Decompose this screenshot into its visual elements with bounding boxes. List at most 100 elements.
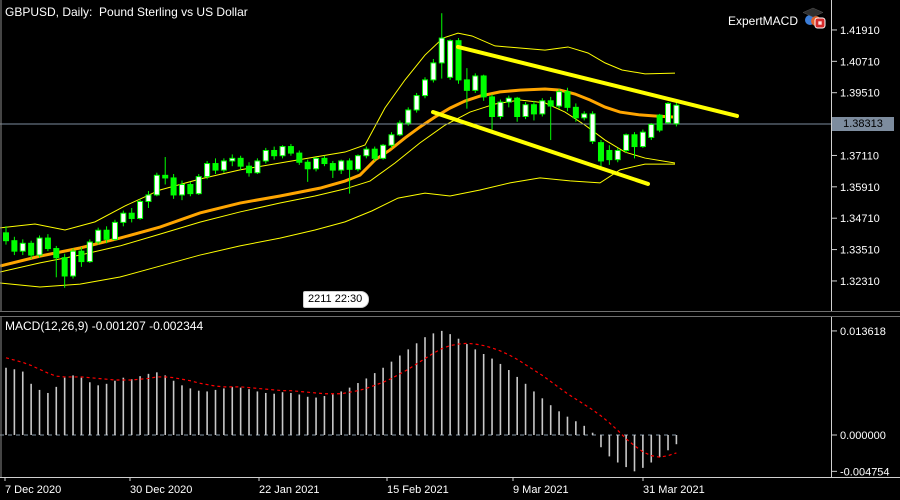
- bollinger-middle-band: [0, 99, 676, 273]
- candle-body: [614, 149, 621, 161]
- candle-body: [70, 250, 77, 277]
- candle-body: [363, 148, 370, 157]
- candle-body: [631, 134, 638, 148]
- candle-body: [514, 97, 521, 117]
- price-scale-label: 1.40710: [840, 56, 880, 68]
- price-scale-label: 1.35910: [840, 182, 880, 194]
- candle-body: [581, 113, 588, 119]
- candle-body: [170, 177, 177, 196]
- macd-scale-label: 0.000000: [840, 430, 886, 442]
- candle-body: [329, 163, 336, 171]
- moving-average-line: [0, 87, 674, 268]
- candle-body: [321, 157, 328, 165]
- expert-advisor-icon: [802, 7, 826, 34]
- candle-body: [212, 163, 219, 171]
- candle-body: [480, 75, 487, 98]
- candle-body: [346, 160, 353, 170]
- candle-body: [589, 113, 596, 142]
- candle-body: [178, 183, 185, 196]
- candle-body: [237, 157, 244, 167]
- date-label: 15 Feb 2021: [387, 484, 449, 496]
- candle-body: [673, 104, 680, 125]
- candle-body: [19, 242, 26, 252]
- candle-body: [623, 134, 630, 151]
- macd-scale-label: 0.013618: [840, 326, 886, 338]
- expert-advisor-label: ExpertMACD: [727, 13, 798, 28]
- candle-body: [246, 165, 253, 174]
- candle-body: [539, 100, 546, 115]
- current-price-badge: 1.38313: [832, 117, 894, 131]
- candle-body: [61, 257, 68, 277]
- candle-body: [665, 102, 672, 124]
- candle-body: [530, 104, 537, 115]
- date-label: 9 Mar 2021: [513, 484, 569, 496]
- candle-body: [304, 161, 311, 170]
- candle-body: [153, 174, 160, 196]
- trendline-lower: [431, 110, 650, 186]
- candle-body: [11, 240, 18, 252]
- candle-body: [430, 62, 437, 81]
- candle-body: [639, 131, 646, 148]
- candle-body: [137, 200, 144, 219]
- expert-advisor-box: ExpertMACD: [728, 7, 826, 34]
- candle-body: [220, 160, 227, 171]
- trendline-upper: [456, 44, 739, 118]
- candle-body: [287, 146, 294, 154]
- candle-body: [354, 155, 361, 170]
- candle-body: [120, 212, 127, 223]
- candle-body: [505, 97, 512, 103]
- candle-body: [279, 146, 286, 157]
- candle-body: [564, 91, 571, 108]
- candle-body: [3, 232, 9, 242]
- bollinger-upper-band: [0, 32, 676, 231]
- candle-body: [95, 229, 102, 243]
- candle-body: [522, 104, 529, 117]
- panel-splitter[interactable]: [0, 311, 900, 317]
- candle-body: [447, 40, 454, 78]
- price-scale-label: 1.41910: [840, 25, 880, 37]
- candle-body: [413, 95, 420, 111]
- candle-body: [296, 152, 303, 163]
- date-label: 22 Jan 2021: [259, 484, 320, 496]
- candles-group: [3, 13, 680, 288]
- candle-body: [229, 157, 236, 162]
- candle-body: [396, 122, 403, 136]
- bollinger-lower-band: [0, 163, 675, 288]
- candle-body: [380, 144, 387, 159]
- candle-body: [262, 149, 269, 162]
- candle-body: [438, 37, 445, 64]
- candle-body: [388, 134, 395, 146]
- price-scale-label: 1.33510: [840, 245, 880, 257]
- date-label: 30 Dec 2020: [130, 484, 192, 496]
- macd-histogram: [5, 330, 678, 472]
- candle-body: [338, 160, 345, 171]
- candle-body: [472, 75, 479, 91]
- price-scale-label: 1.34710: [840, 213, 880, 225]
- price-scale-label: 1.37110: [840, 150, 879, 162]
- candle-body: [371, 148, 378, 159]
- candle-body: [44, 237, 51, 250]
- price-scale-label: 1.32310: [840, 276, 880, 288]
- date-label: 7 Dec 2020: [5, 484, 61, 496]
- candle-body: [556, 91, 563, 107]
- candle-body: [606, 149, 613, 161]
- candle-body: [111, 221, 118, 240]
- candle-body: [572, 106, 579, 119]
- macd-scale-label: -0.004754: [840, 466, 890, 478]
- candle-body: [103, 229, 110, 240]
- candle-body: [86, 241, 93, 263]
- candle-body: [195, 176, 202, 195]
- candle-body: [254, 160, 261, 174]
- candle-body: [656, 114, 663, 131]
- candle-body: [597, 142, 604, 162]
- candle-body: [422, 79, 428, 97]
- candle-body: [204, 163, 211, 178]
- candle-body: [145, 194, 152, 202]
- candle-body: [405, 109, 412, 124]
- candle-body: [162, 174, 169, 179]
- time-tooltip: 2211 22:30: [303, 291, 370, 308]
- candle-body: [463, 79, 470, 91]
- macd-signal-line: [5, 342, 677, 458]
